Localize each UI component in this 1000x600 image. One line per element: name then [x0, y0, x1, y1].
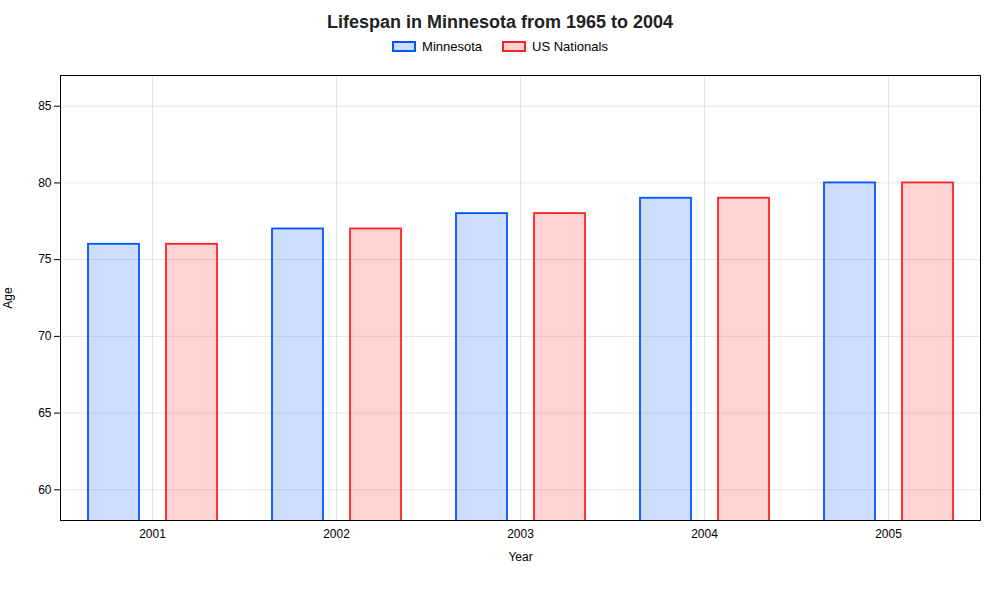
svg-text:65: 65 [38, 406, 52, 420]
svg-text:2005: 2005 [875, 527, 902, 541]
svg-text:2001: 2001 [139, 527, 166, 541]
svg-text:Age: Age [1, 287, 15, 309]
svg-text:85: 85 [38, 99, 52, 113]
svg-text:2002: 2002 [323, 527, 350, 541]
svg-text:80: 80 [38, 176, 52, 190]
svg-text:70: 70 [38, 329, 52, 343]
html-text:Minnesota: Minnesota [422, 39, 482, 54]
svg-text:2003: 2003 [507, 527, 534, 541]
svg-text:2004: 2004 [691, 527, 718, 541]
svg-text:75: 75 [38, 252, 52, 266]
svg-text:60: 60 [38, 483, 52, 497]
svg-text:Year: Year [508, 550, 532, 564]
html-text:Lifespan in Minnesota from 196: Lifespan in Minnesota from 1965 to 2004 [326, 12, 673, 32]
html-text:US Nationals: US Nationals [532, 39, 608, 54]
